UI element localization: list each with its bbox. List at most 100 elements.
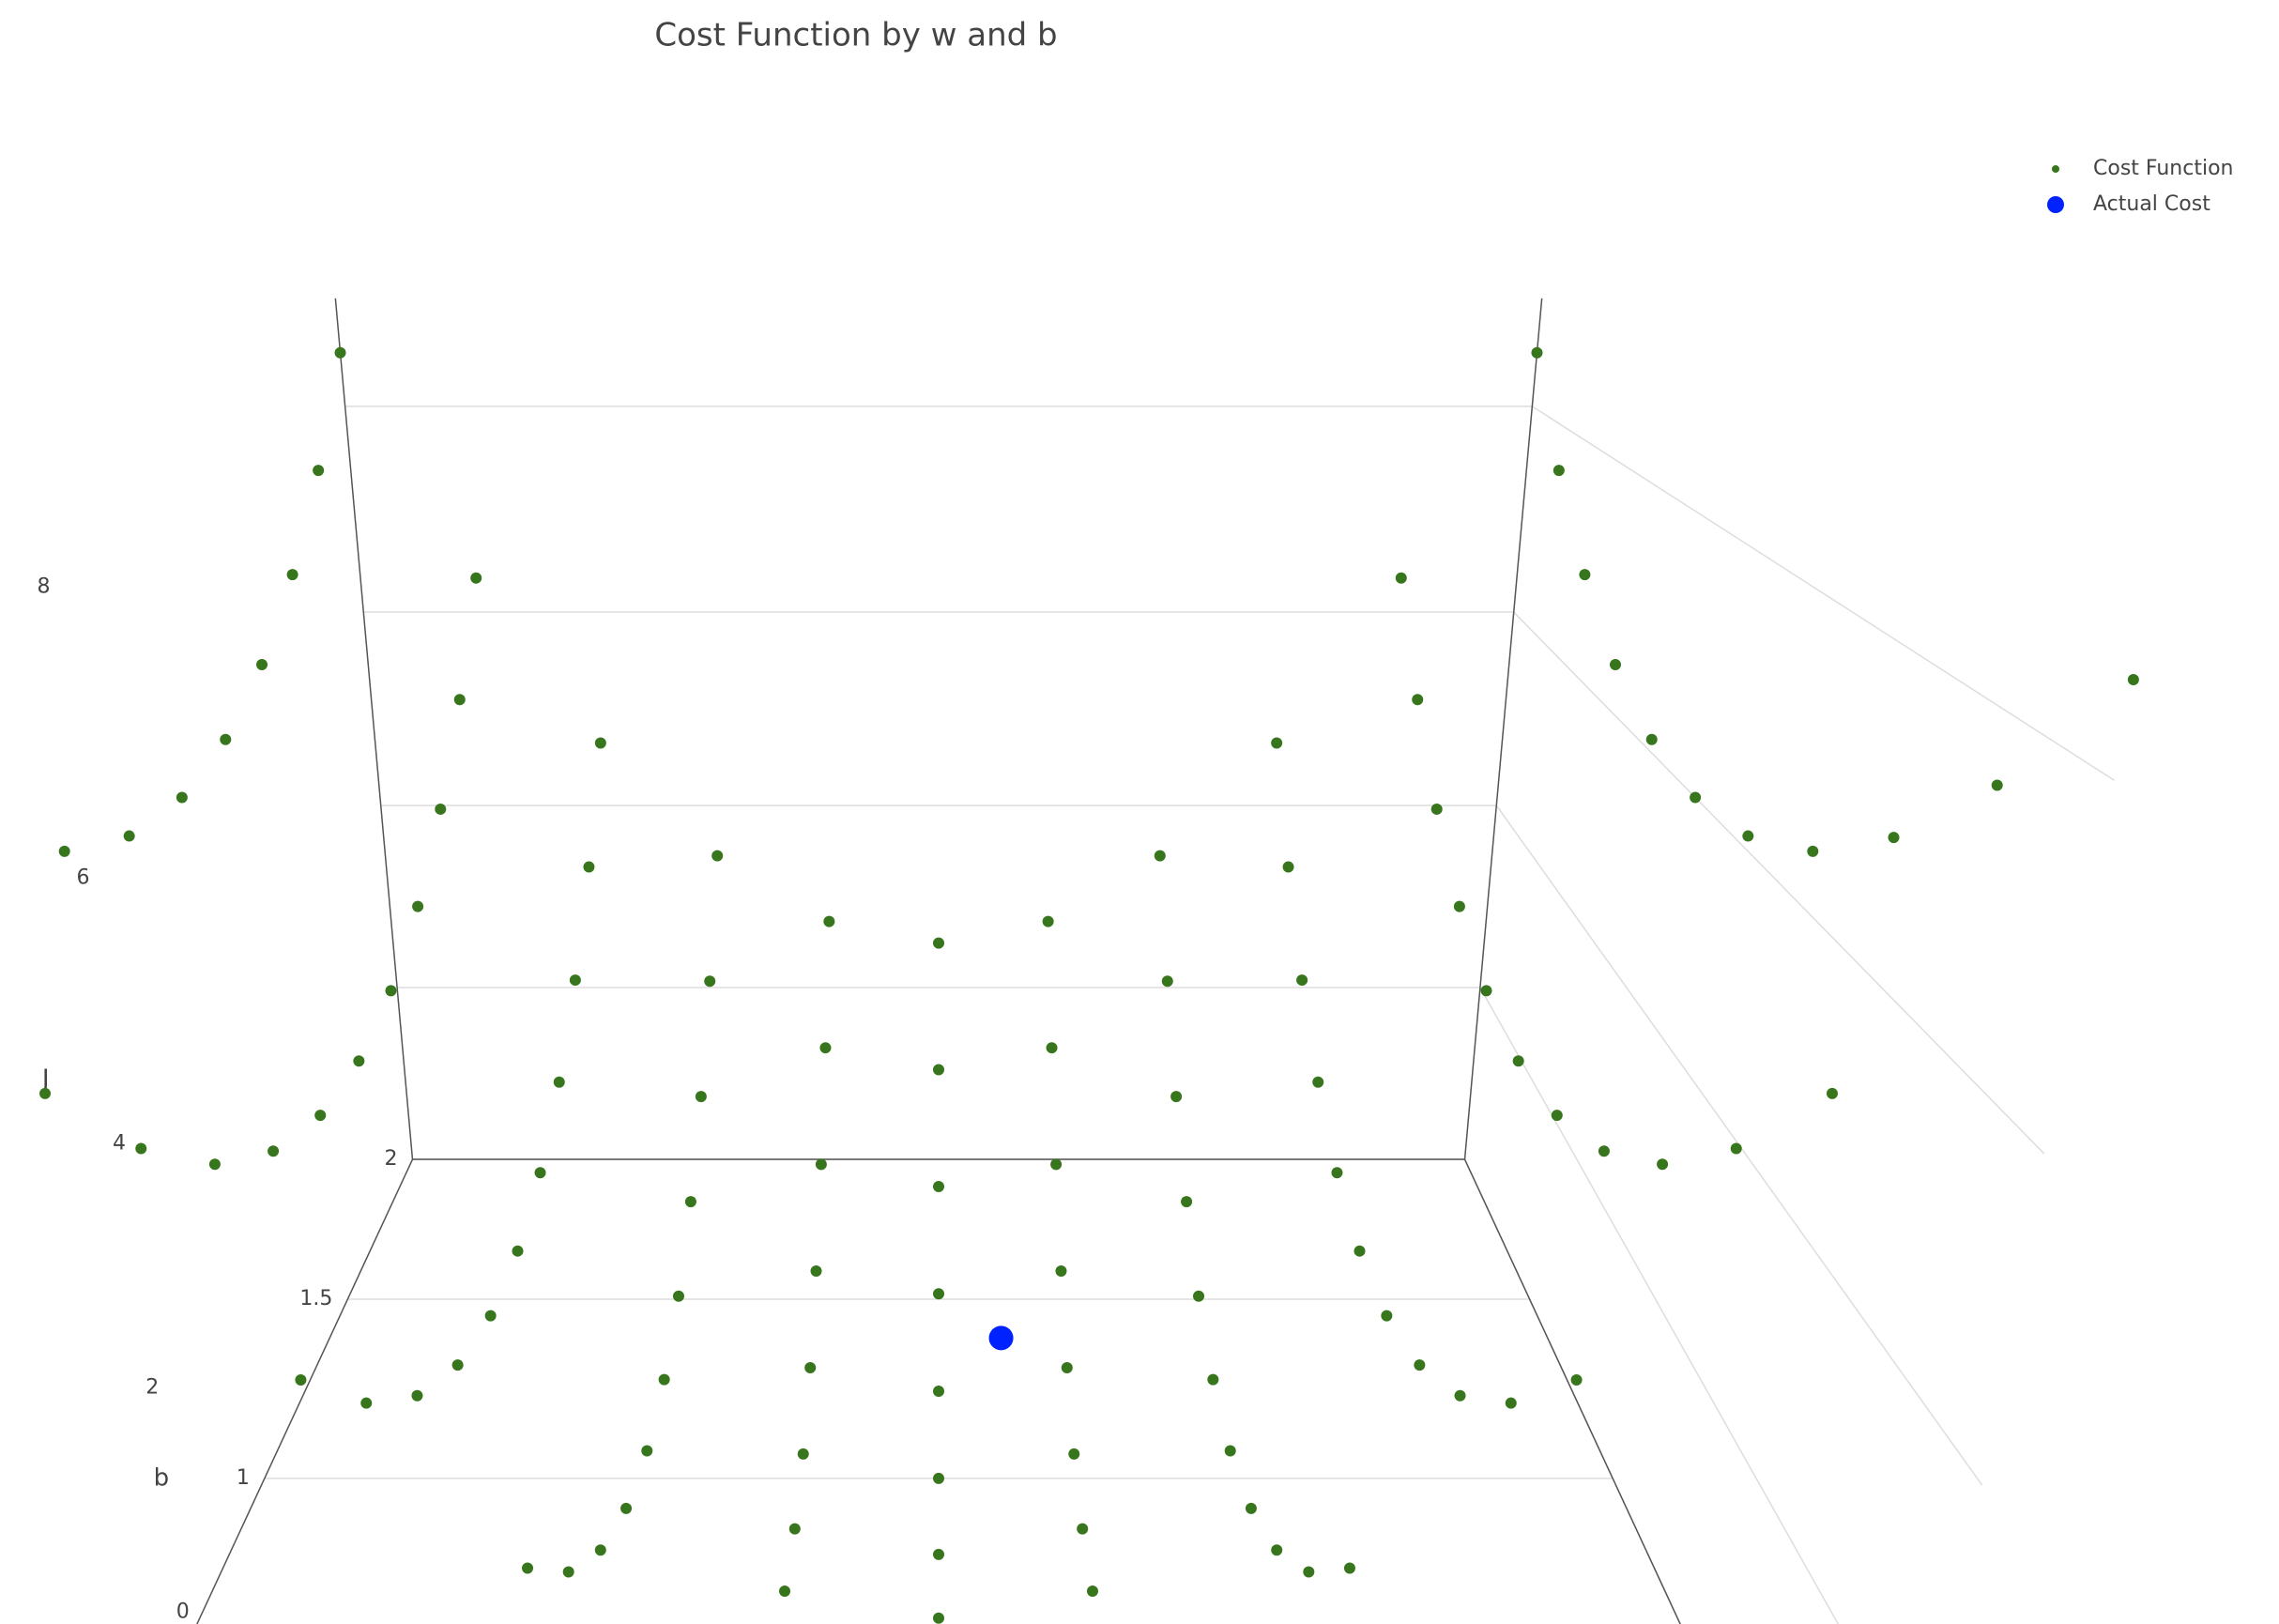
cost-point [711,850,724,862]
legend-marker[interactable] [2052,165,2059,173]
cost-point [1505,1397,1517,1409]
cost-point [534,1167,546,1179]
cost-point [123,830,135,842]
cost-point [1193,1290,1205,1302]
y-tick-label: 1.5 [299,1287,332,1310]
cost-point [1303,1566,1315,1578]
cost-point [779,1585,791,1597]
cost-point [1161,975,1173,988]
cost-point [562,1566,574,1578]
cost-point [1245,1502,1257,1514]
cost-point [933,1386,944,1398]
z-tick-label: 4 [113,1132,126,1156]
grid-line [1531,406,2116,782]
cost-point [1271,1544,1283,1556]
cost-point [1343,1562,1355,1574]
cost-point [1077,1523,1089,1535]
cost-point [1050,1158,1063,1171]
cost-point [512,1245,524,1257]
cost-point [672,1290,684,1302]
cost-point [295,1373,307,1386]
cost-point [933,1548,944,1560]
grid-line [1479,987,1840,1624]
cost-point [2127,674,2139,686]
cost-point [1046,1042,1058,1054]
y-tick-label: 1 [237,1466,250,1490]
legend-marker[interactable] [2047,196,2064,213]
grid-line [1463,1158,1681,1624]
cost-point [819,1042,832,1054]
cost-point [1331,1167,1343,1179]
cost-point [1412,694,1424,706]
cost-point [522,1562,534,1574]
cost-point [815,1158,827,1171]
cost-point [1742,830,1754,842]
cost-point [1512,1055,1524,1067]
cost-point [620,1502,633,1514]
cost-point [810,1265,822,1278]
cost-point [484,1310,497,1322]
cost-point [1888,832,1900,844]
cost-point [1068,1448,1080,1460]
legend-label[interactable]: Cost Function [2093,157,2233,180]
cost-point [58,845,70,857]
cost-point [1055,1265,1067,1278]
cost-point [658,1373,670,1386]
cost-point [933,1472,944,1484]
cost-point [1271,737,1283,749]
chart-title: Cost Function by w and b [654,17,1057,54]
cost-point [641,1445,653,1457]
cost-point [704,975,716,988]
cost-point [1551,1110,1563,1122]
cost-point [1282,861,1294,873]
cost-point [256,659,268,671]
cost-point [823,915,835,927]
cost-point [1552,465,1565,477]
cost-point [135,1142,147,1155]
cost-point [220,733,232,745]
cost-point [1690,791,1702,804]
cost-point [411,1389,423,1402]
legend-label[interactable]: Actual Cost [2093,192,2210,216]
cost-point [933,1288,944,1300]
cost-point [553,1076,565,1088]
z-tick-label: 8 [37,575,50,599]
z-tick-label: 6 [77,866,90,890]
actual-cost-point [988,1325,1014,1351]
cost-point [268,1145,280,1157]
y-axis-title: b [154,1463,170,1492]
cost-point [353,1055,365,1067]
cost-point [176,791,188,804]
cost-point [1991,779,2003,791]
cost-point [1042,915,1054,927]
cost-point [1454,1389,1466,1402]
cost-point [1061,1362,1073,1374]
cost-point [334,346,346,359]
cost-point [1395,572,1407,584]
z-tick-label: 0 [176,1600,190,1623]
cost-point [1170,1091,1183,1103]
cost-point [933,1181,944,1193]
cost-point [1086,1585,1098,1597]
cost-point [1453,900,1465,912]
cost-point [1224,1445,1236,1457]
cost-point [412,900,424,912]
cost-point [933,937,944,949]
cost-point [1579,569,1591,581]
cost-point [1645,733,1658,745]
cost-point [797,1448,809,1460]
axis-edge [334,298,414,1160]
z-tick-label: 2 [145,1375,159,1399]
cost-point [1570,1373,1583,1386]
cost-point [1181,1196,1193,1208]
cost-point [583,861,595,873]
cost-point [1826,1087,1838,1099]
axis-edge [1463,298,1543,1160]
cost-point [684,1196,696,1208]
cost-point [1354,1245,1366,1257]
cost-point [385,985,397,997]
cost-point [594,737,606,749]
cost-point [1296,974,1308,987]
